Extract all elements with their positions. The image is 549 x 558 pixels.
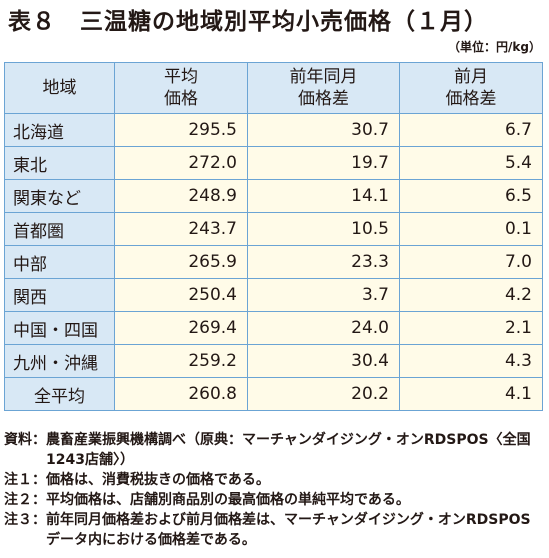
note-source: 資料： 農畜産業振興機構調べ（原典：マーチャンダイジング・オンRDSPOS〈全国…: [4, 430, 544, 470]
header-yoy-diff: 前年同月 価格差: [247, 62, 400, 114]
mom-diff-cell: 4.2: [399, 278, 543, 312]
mom-diff-cell: 6.7: [399, 113, 543, 147]
header-mom-line1: 前月: [454, 67, 488, 87]
header-region: 地域: [4, 62, 115, 114]
region-cell: 関東など: [4, 179, 115, 213]
header-region-line: 地域: [42, 78, 77, 98]
page-title: 表８ 三温糖の地域別平均小売価格（１月）: [8, 9, 488, 35]
avg-price-cell: 259.2: [114, 344, 248, 378]
mom-diff-cell: 2.1: [399, 311, 543, 345]
avg-price-cell: 243.7: [114, 212, 248, 246]
yoy-diff-cell: 20.2: [247, 377, 400, 411]
header-mom-diff: 前月 価格差: [399, 62, 543, 114]
header-avg-line1: 平均: [164, 67, 198, 87]
avg-price-cell: 260.8: [114, 377, 248, 411]
note-label: 注２：: [4, 492, 46, 508]
yoy-diff-cell: 19.7: [247, 146, 400, 180]
mom-diff-cell: 7.0: [399, 245, 543, 279]
yoy-diff-cell: 10.5: [247, 212, 400, 246]
header-yoy-line2: 価格差: [298, 89, 349, 109]
table-row: 中国・四国 269.4 24.0 2.1: [4, 311, 543, 345]
mom-diff-cell: 4.3: [399, 344, 543, 378]
note-2: 注２： 平均価格は、店舗別商品別の最高価格の単純平均である。: [4, 490, 544, 510]
yoy-diff-cell: 30.4: [247, 344, 400, 378]
mom-diff-cell: 4.1: [399, 377, 543, 411]
region-cell: 北海道: [4, 113, 115, 147]
table-row: 関東など 248.9 14.1 6.5: [4, 179, 543, 213]
avg-price-cell: 295.5: [114, 113, 248, 147]
region-cell: 首都圏: [4, 212, 115, 246]
region-cell: 中部: [4, 245, 115, 279]
mom-diff-cell: 6.5: [399, 179, 543, 213]
table-row: 関西 250.4 3.7 4.2: [4, 278, 543, 312]
region-cell: 中国・四国: [4, 311, 115, 345]
table-row: 九州・沖縄 259.2 30.4 4.3: [4, 344, 543, 378]
yoy-diff-cell: 3.7: [247, 278, 400, 312]
table-row: 北海道 295.5 30.7 6.7: [4, 113, 543, 147]
avg-price-cell: 265.9: [114, 245, 248, 279]
region-cell: 東北: [4, 146, 115, 180]
yoy-diff-cell: 24.0: [247, 311, 400, 345]
unit-label: （単位：円/kg）: [448, 40, 541, 54]
note-1: 注１： 価格は、消費税抜きの価格である。: [4, 470, 544, 490]
table-row: 東北 272.0 19.7 5.4: [4, 146, 543, 180]
yoy-diff-cell: 30.7: [247, 113, 400, 147]
table-row-total: 全平均 260.8 20.2 4.1: [4, 377, 543, 411]
avg-price-cell: 248.9: [114, 179, 248, 213]
table-header-row: 地域 平均 価格 前年同月 価格差 前月 価格差: [4, 62, 543, 114]
header-avg-line2: 価格: [164, 89, 198, 109]
header-mom-line2: 価格差: [445, 89, 497, 109]
yoy-diff-cell: 14.1: [247, 179, 400, 213]
mom-diff-cell: 0.1: [399, 212, 543, 246]
avg-price-cell: 250.4: [114, 278, 248, 312]
note-text: 農畜産業振興機構調べ（原典：マーチャンダイジング・オンRDSPOS〈全国1243…: [46, 432, 531, 468]
avg-price-cell: 272.0: [114, 146, 248, 180]
region-cell: 全平均: [4, 377, 115, 411]
note-3: 注３： 前年同月価格差および前月価格差は、マーチャンダイジング・オンRDSPOS…: [4, 510, 544, 550]
note-text: 価格は、消費税抜きの価格である。: [46, 472, 270, 488]
note-label: 注１：: [4, 472, 46, 488]
mom-diff-cell: 5.4: [399, 146, 543, 180]
avg-price-cell: 269.4: [114, 311, 248, 345]
region-cell: 関西: [4, 278, 115, 312]
yoy-diff-cell: 23.3: [247, 245, 400, 279]
region-cell: 九州・沖縄: [4, 344, 115, 378]
header-yoy-line1: 前年同月: [289, 67, 358, 87]
table-row: 首都圏 243.7 10.5 0.1: [4, 212, 543, 246]
table-row: 中部 265.9 23.3 7.0: [4, 245, 543, 279]
note-text: 平均価格は、店舗別商品別の最高価格の単純平均である。: [46, 492, 410, 508]
note-label: 資料：: [4, 432, 46, 448]
header-avg-price: 平均 価格: [114, 62, 248, 114]
price-table: 地域 平均 価格 前年同月 価格差 前月 価格差 北海道 295.5: [4, 62, 543, 411]
note-text: 前年同月価格差および前月価格差は、マーチャンダイジング・オンRDSPOSデータ内…: [46, 512, 531, 548]
footnotes: 資料： 農畜産業振興機構調べ（原典：マーチャンダイジング・オンRDSPOS〈全国…: [4, 430, 544, 550]
note-label: 注３：: [4, 512, 46, 528]
